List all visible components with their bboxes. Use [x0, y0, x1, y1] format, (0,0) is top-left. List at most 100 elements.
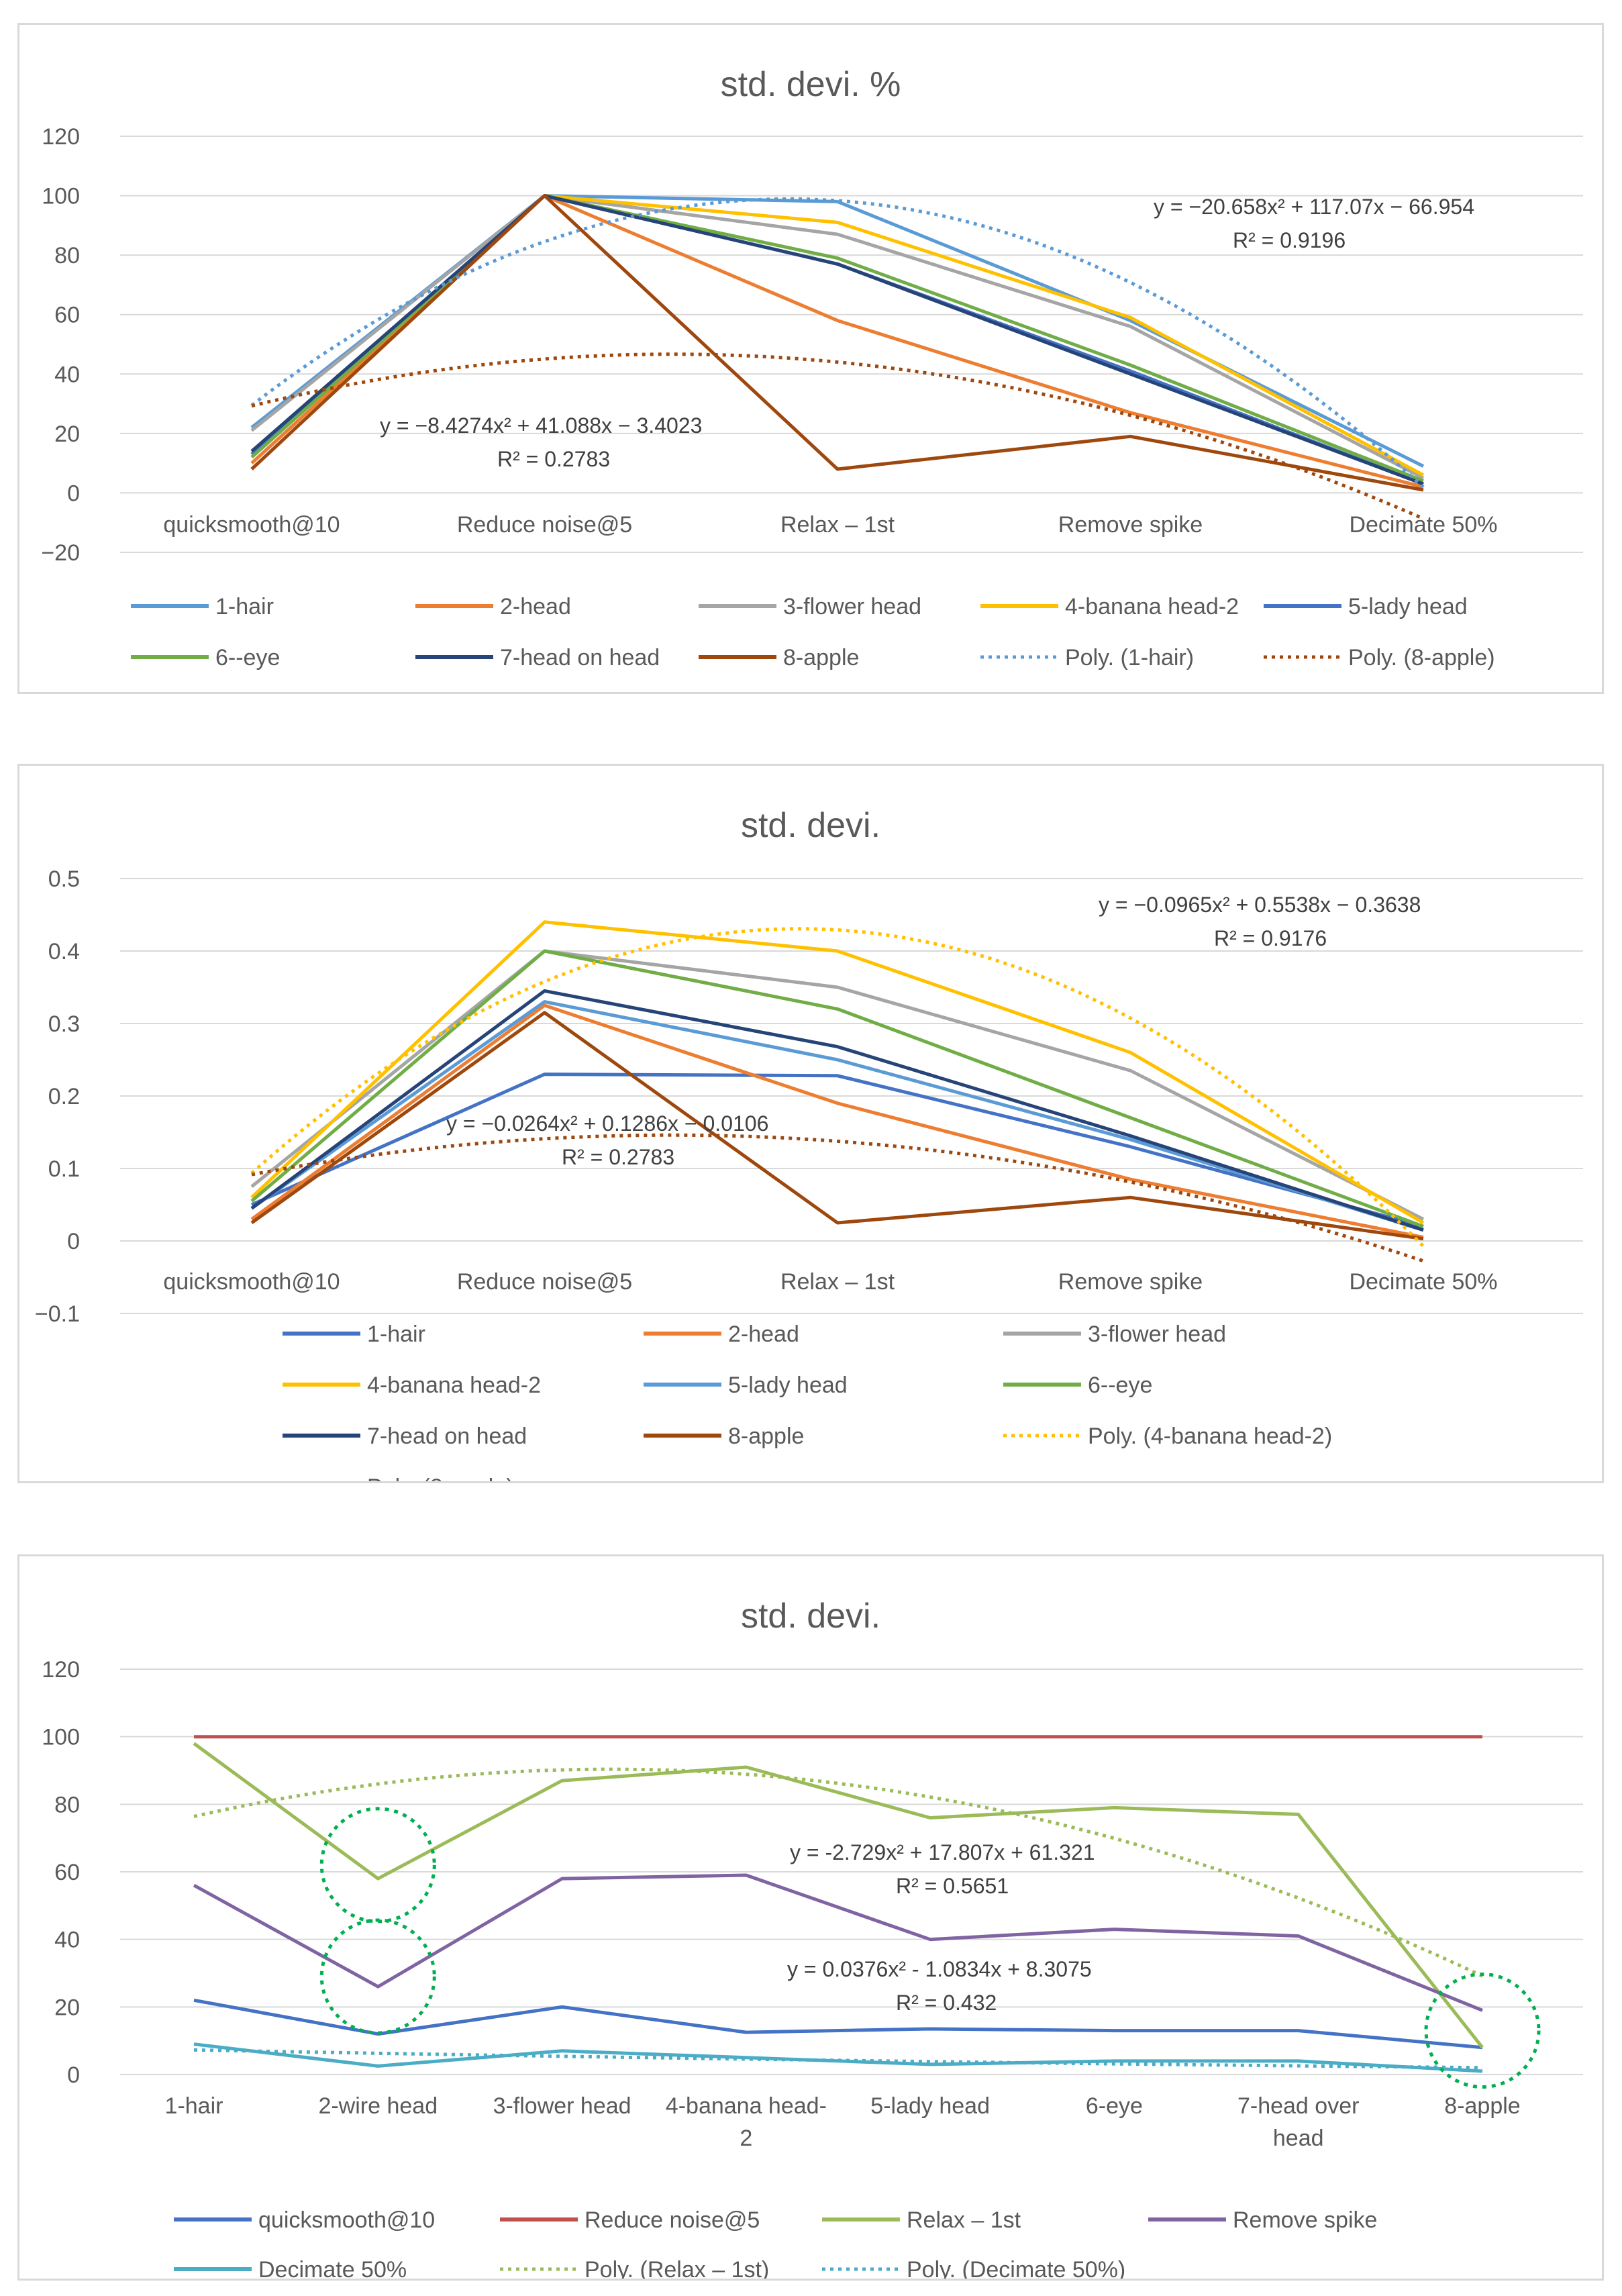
chart-title: std. devi.	[741, 806, 880, 845]
chart-panel-3: std. devi. 0 20 40 60 80 100 120 1-hair 2-wire he…	[17, 1554, 1604, 2283]
y-tick-label: 0	[67, 1229, 80, 1254]
series-line-5-lady-head	[250, 1000, 1424, 1232]
y-tick-label: 0.1	[48, 1156, 80, 1182]
trendline-equation: y = 0.0376x² - 1.0834x + 8.3075	[787, 1957, 1092, 1981]
series-line-6-eye	[250, 949, 1424, 1228]
series-line-4-banana-head-2	[250, 920, 1425, 1225]
x-tick-label: 8-apple	[1444, 2093, 1520, 2119]
x-tick-label: 1-hair	[165, 2093, 223, 2119]
chart-svg-1: std. devi. % −20 0 20 40 60 80 100 120 quicksmoot…	[41, 65, 1583, 670]
legend-label: Remove spike	[1233, 2207, 1377, 2233]
y-tick-label: −0.1	[35, 1301, 80, 1327]
trendline-equation: y = −0.0965x² + 0.5538x − 0.3638	[1099, 893, 1421, 917]
chart-svg-2: std. devi. −0.1 0 0.1 0.2 0.3 0.4 0.5 quicksmoot…	[35, 806, 1583, 1500]
trendline-equation: y = -2.729x² + 17.807x + 61.321	[790, 1840, 1095, 1864]
x-tick-label: 5-lady head	[870, 2093, 990, 2119]
series-line-3-flower-head	[250, 194, 1425, 480]
highlight-circle	[1424, 1973, 1541, 2089]
trendline-r2: R² = 0.2783	[497, 447, 610, 471]
x-tick-label: Relax – 1st	[780, 512, 895, 538]
legend-label: 6--eye	[215, 645, 280, 670]
legend-label: Reduce noise@5	[585, 2207, 760, 2233]
y-tick-label: 20	[54, 421, 80, 447]
series-line-7-head-on-head	[250, 989, 1424, 1232]
legend-label: 1-hair	[215, 594, 274, 619]
x-tick-label: Remove spike	[1058, 512, 1203, 538]
legend-label: Poly. (Relax – 1st)	[585, 2257, 769, 2279]
legend-label: 5-lady head	[1348, 594, 1468, 619]
legend-label: 2-head	[728, 1321, 799, 1347]
x-tick-label: Reduce noise@5	[457, 512, 632, 538]
legend-label: 7-head on head	[367, 1424, 527, 1449]
highlight-circle	[319, 1807, 436, 1924]
y-tick-label: 80	[54, 243, 80, 268]
legend-label: 6--eye	[1088, 1372, 1152, 1398]
x-tick-label: Decimate 50%	[1349, 512, 1497, 538]
chart-title: std. devi. %	[721, 65, 901, 104]
y-tick-label: 120	[42, 124, 80, 150]
legend-label: 4-banana head-2	[367, 1372, 541, 1398]
chart-title: std. devi.	[741, 1597, 880, 1636]
y-tick-label: 20	[54, 1995, 80, 2020]
series-line-remove-spike	[193, 1873, 1483, 2012]
legend-label: 2-head	[500, 594, 571, 619]
series-line-8-apple	[250, 1011, 1424, 1241]
legend-label: Poly. (8-apple)	[367, 1475, 514, 1481]
chart-panel-1: std. devi. % −20 0 20 40 60 80 100 120 quicksmoot…	[17, 23, 1604, 694]
y-tick-label: 60	[54, 1860, 80, 1885]
y-tick-label: 0	[67, 2062, 80, 2088]
series-line-7-head-on-head	[250, 194, 1424, 486]
legend-label: quicksmooth@10	[258, 2207, 435, 2233]
x-tick-label: Reduce noise@5	[457, 1269, 632, 1295]
y-tick-label: 120	[42, 1657, 80, 1683]
chart-svg-3: std. devi. 0 20 40 60 80 100 120 1-hair 2-wire he…	[42, 1597, 1583, 2283]
x-tick-label: 4-banana head-2	[666, 2093, 827, 2151]
x-tick-label: Remove spike	[1058, 1269, 1203, 1295]
y-tick-label: 100	[42, 184, 80, 209]
legend-label: 8-apple	[783, 645, 859, 670]
trendline-r2: R² = 0.9176	[1214, 926, 1327, 950]
series-line-quicksmooth-10	[193, 1998, 1483, 2050]
trendline-poly-relax-1st	[193, 1767, 1484, 1978]
trendline-r2: R² = 0.9196	[1233, 228, 1346, 252]
legend-label: 8-apple	[728, 1424, 804, 1449]
y-tick-label: −20	[41, 540, 80, 566]
legend-label: Decimate 50%	[258, 2257, 407, 2279]
trendline-poly-decimate-50	[193, 2048, 1483, 2070]
legend-label: Poly. (4-banana head-2)	[1088, 1424, 1332, 1449]
legend-label: Poly. (Decimate 50%)	[907, 2257, 1125, 2279]
legend-label: Relax – 1st	[907, 2207, 1021, 2233]
trendline-poly-8-apple	[251, 352, 1424, 520]
legend-label: 5-lady head	[728, 1372, 848, 1398]
y-tick-label: 60	[54, 303, 80, 328]
x-tick-label: quicksmooth@10	[163, 512, 340, 538]
trendline-equation: y = −8.4274x² + 41.088x − 3.4023	[380, 413, 702, 438]
legend-label: Poly. (8-apple)	[1348, 645, 1495, 670]
legend-label: Poly. (1-hair)	[1065, 645, 1194, 670]
y-tick-label: 40	[54, 1928, 80, 1953]
x-tick-label: 3-flower head	[493, 2093, 631, 2119]
y-tick-label: 0	[67, 481, 80, 506]
x-tick-label: 6-eye	[1086, 2093, 1143, 2119]
x-tick-label: quicksmooth@10	[163, 1269, 340, 1295]
trendline-poly-4-banana-head-2	[250, 927, 1425, 1248]
legend-label: 7-head on head	[500, 645, 660, 670]
trendline-r2: R² = 0.5651	[896, 1874, 1009, 1898]
chart-panel-2: std. devi. −0.1 0 0.1 0.2 0.3 0.4 0.5 quicksmoot…	[17, 764, 1604, 1500]
legend-label: 1-hair	[367, 1321, 425, 1347]
y-tick-label: 0.3	[48, 1011, 80, 1037]
x-tick-label: 2-wire head	[318, 2093, 438, 2119]
legend-label: 4-banana head-2	[1065, 594, 1239, 619]
series-line-8-apple	[250, 194, 1424, 492]
x-tick-label: Decimate 50%	[1349, 1269, 1497, 1295]
trendline-poly-8-apple	[251, 1133, 1424, 1263]
x-tick-label: 7-head over head	[1237, 2093, 1359, 2151]
trendline-r2: R² = 0.2783	[562, 1145, 674, 1169]
y-tick-label: 0.4	[48, 939, 80, 964]
y-tick-label: 0.2	[48, 1084, 80, 1109]
legend-label: 3-flower head	[783, 594, 921, 619]
series-line-2-head	[250, 1003, 1424, 1240]
legend-label: 3-flower head	[1088, 1321, 1226, 1347]
x-tick-label: Relax – 1st	[780, 1269, 895, 1295]
y-tick-label: 100	[42, 1725, 80, 1750]
